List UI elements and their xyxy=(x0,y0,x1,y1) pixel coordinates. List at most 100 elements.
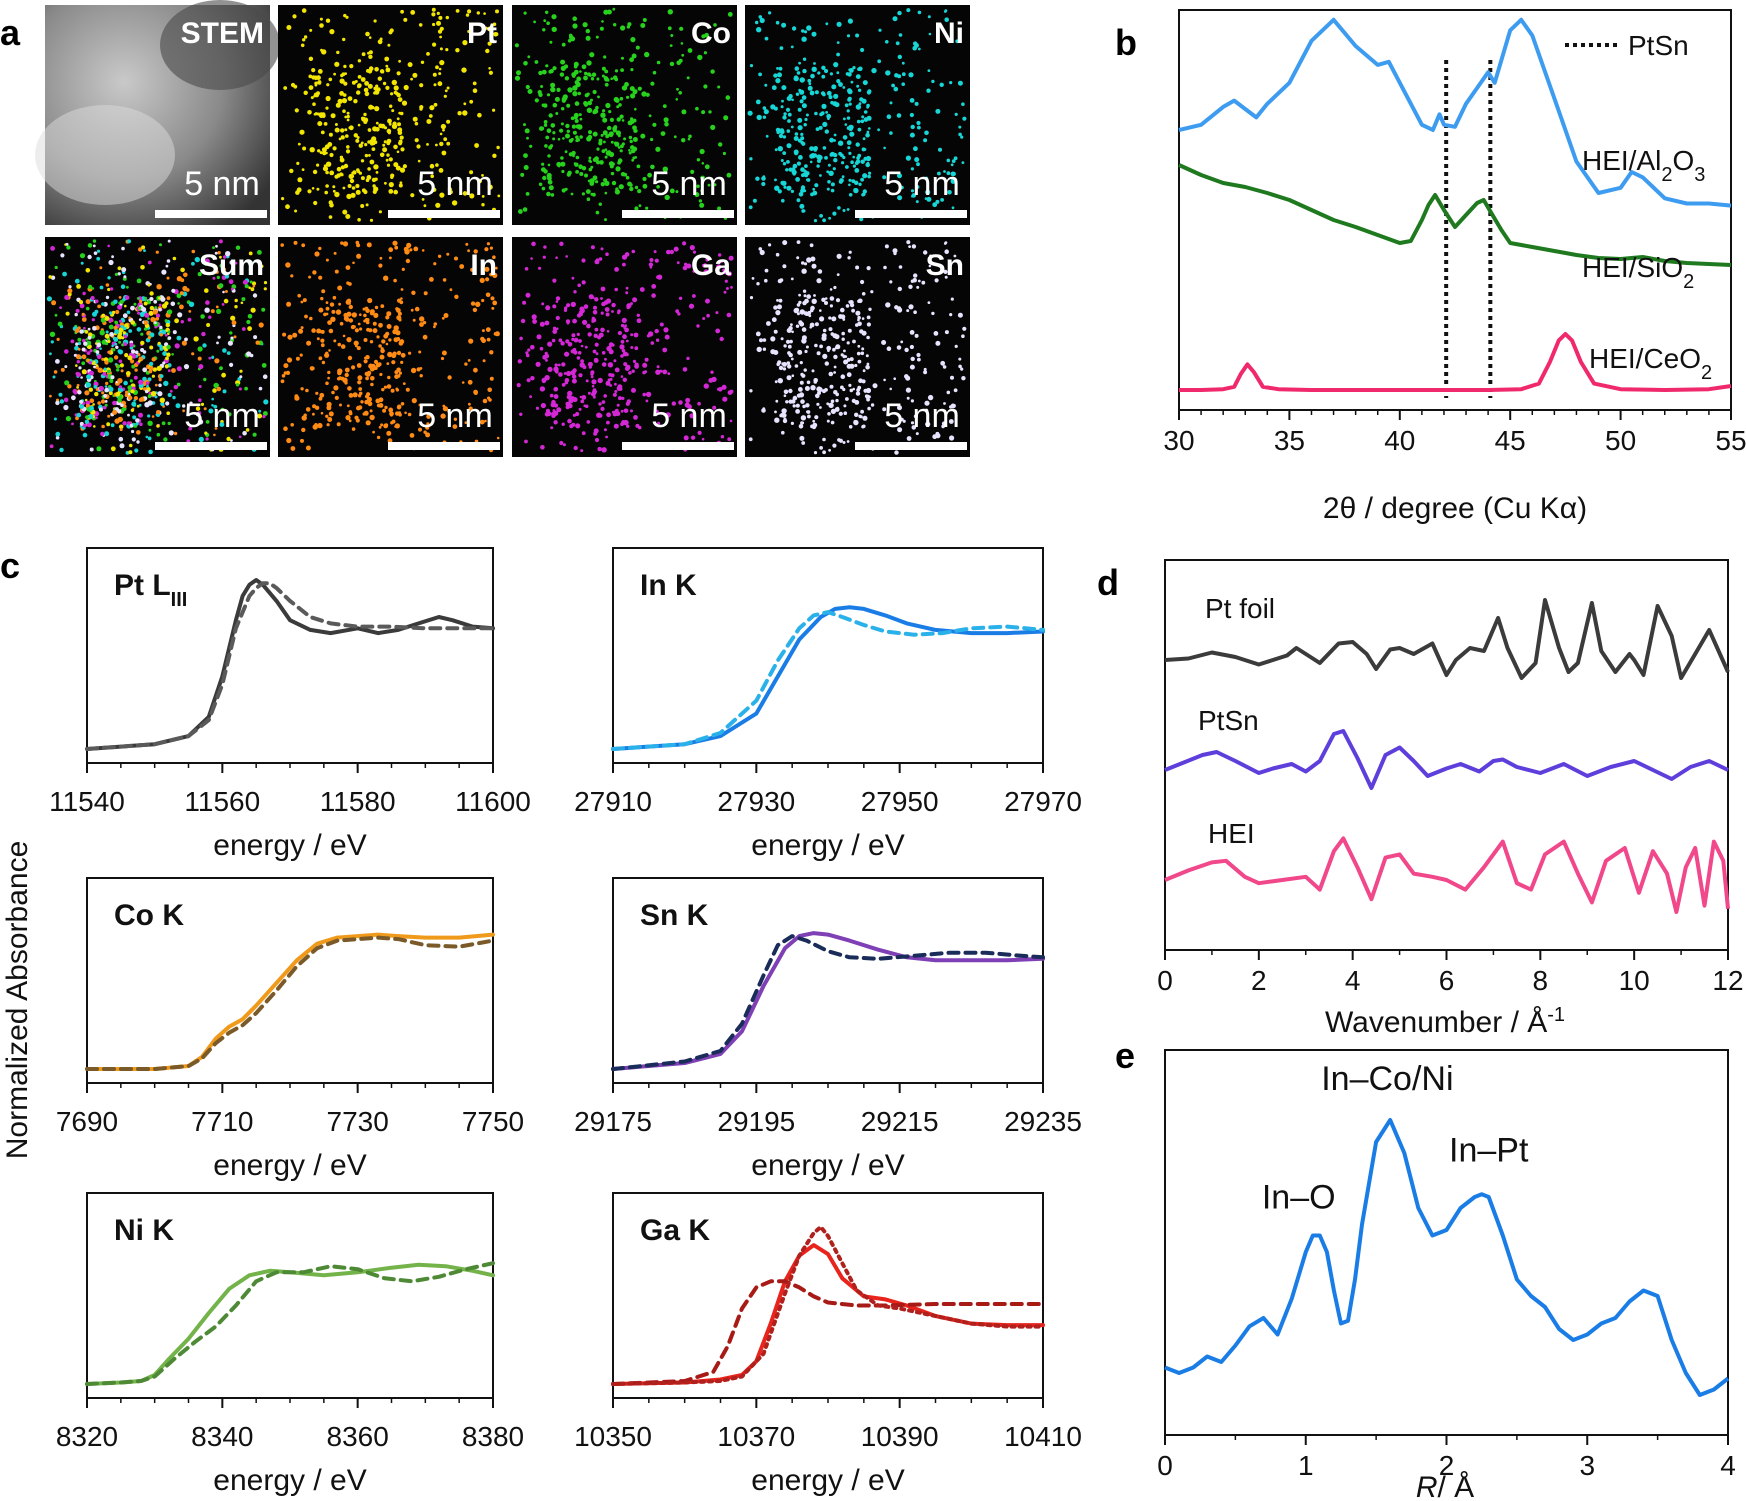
x-tick-label: 27910 xyxy=(574,786,652,817)
eds-map-ni: Ni 5 nm xyxy=(745,5,970,225)
exafs-k-x-axis-label: Wavenumber / Å-1 xyxy=(1325,1004,1565,1039)
x-tick-label: 11600 xyxy=(455,786,531,817)
x-tick-label: 2 xyxy=(1251,965,1267,996)
map-dots xyxy=(46,239,269,455)
xanes-x-axis-label: energy / eV xyxy=(213,829,366,862)
map-background xyxy=(45,237,270,457)
stem-bright-region xyxy=(35,105,175,205)
eds-map-ga: Ga 5 nm xyxy=(512,237,737,457)
x-tick-label: 7690 xyxy=(56,1106,118,1137)
x-tick-label: 27970 xyxy=(1004,786,1082,817)
x-tick-label: 8360 xyxy=(327,1421,389,1452)
xrd-series xyxy=(1178,17,1732,392)
map-dots xyxy=(748,240,967,455)
edge-label-main: Sn K xyxy=(640,899,709,932)
exafs-k-x-axis-label-main: Wavenumber / Å xyxy=(1325,1006,1547,1039)
xanes-chart-c-ni: 8320 8340 8360 8380 energy / eV Ni K xyxy=(56,1192,524,1497)
xanes-x-ticks: 10350 10370 10390 10410 xyxy=(574,1398,1082,1452)
exafs-r-x-ticks: 0 1 2 3 4 xyxy=(1157,1435,1736,1481)
series-label-hei-al2o3-sub1: 2 xyxy=(1661,164,1672,186)
x-tick-label: 7730 xyxy=(327,1106,389,1137)
xrd-series-line xyxy=(1178,17,1732,208)
x-tick-label: 29195 xyxy=(717,1106,795,1137)
scale-bar xyxy=(155,210,267,218)
map-label-sum: Sum xyxy=(199,249,264,282)
exafs-r-x-axis-label-r: R xyxy=(1416,1471,1438,1501)
xanes-chart-c-in: 27910 27930 27950 27970 energy / eV In K xyxy=(574,547,1082,862)
series-label-hei-sio2-main: HEI/SiO xyxy=(1582,252,1683,283)
scale-bar xyxy=(622,210,734,218)
xanes-series-dashed xyxy=(85,935,495,1071)
x-tick-label: 10350 xyxy=(574,1421,652,1452)
series-label-ptsn: PtSn xyxy=(1198,705,1259,736)
exafs-r-series-line xyxy=(1164,1118,1730,1397)
xanes-series-solid xyxy=(611,1243,1045,1386)
map-label-in: In xyxy=(470,249,497,282)
xanes-edge-label: Ga K xyxy=(640,1214,710,1247)
exafs-r-chart: 0 1 2 3 4 In–O In–Co/Ni In–Pt R/ Å xyxy=(1157,1049,1736,1501)
map-background xyxy=(745,5,970,225)
series-label-hei-al2o3-main: HEI/Al xyxy=(1582,145,1661,176)
series-label-hei-sio2: HEI/SiO2 xyxy=(1582,252,1694,293)
map-label-ni: Ni xyxy=(934,17,964,50)
exafs-k-series-line xyxy=(1164,729,1729,790)
xrd-series-line xyxy=(1179,332,1732,392)
xanes-edge-label: Co K xyxy=(114,899,184,932)
series-label-hei-al2o3-mid: O xyxy=(1672,145,1694,176)
exafs-k-x-axis-label-sup: -1 xyxy=(1547,1004,1565,1026)
panel-d-letter: d xyxy=(1097,562,1119,603)
xanes-series-dashed xyxy=(85,1261,495,1386)
series-label-hei-ceo2: HEI/CeO2 xyxy=(1589,343,1712,384)
xanes-series-dotted xyxy=(611,1225,1045,1386)
x-tick-label: 2 xyxy=(1439,1450,1455,1481)
xrd-x-axis-label: 2θ / degree (Cu Kα) xyxy=(1323,492,1587,525)
scale-bar-label: 5 nm xyxy=(651,397,727,435)
x-tick-label: 45 xyxy=(1495,425,1526,456)
panel-e-letter: e xyxy=(1115,1035,1135,1076)
xanes-series-solid xyxy=(85,932,495,1071)
series-label-hei-ceo2-sub: 2 xyxy=(1701,362,1712,384)
xanes-series-solid xyxy=(85,578,495,751)
series-label-hei-al2o3: HEI/Al2O3 xyxy=(1582,145,1705,186)
x-tick-label: 10370 xyxy=(717,1421,795,1452)
eds-map-pt: Pt 5 nm xyxy=(278,5,503,225)
map-label-co: Co xyxy=(691,17,731,50)
x-tick-label: 8380 xyxy=(462,1421,524,1452)
series-label-pt-foil: Pt foil xyxy=(1205,593,1275,624)
x-tick-label: 7710 xyxy=(191,1106,253,1137)
edge-label-sub: III xyxy=(171,589,188,611)
scale-bar-label: 5 nm xyxy=(184,397,260,435)
exafs-k-chart: 0 2 4 6 8 10 12 Pt foil PtSn HEI Wavenumber / … xyxy=(1157,559,1744,1039)
exafs-r-annotations: In–O In–Co/Ni In–Pt xyxy=(1262,1060,1529,1216)
xrd-plot-frame xyxy=(1178,9,1732,411)
map-dots xyxy=(747,8,967,223)
map-label-ga: Ga xyxy=(691,249,731,282)
edge-label-main: Pt L xyxy=(114,569,171,602)
xanes-series-solid xyxy=(85,1262,495,1386)
x-tick-label: 29215 xyxy=(861,1106,939,1137)
legend-label-ptsn: PtSn xyxy=(1628,30,1689,61)
series-label-hei-sio2-sub: 2 xyxy=(1683,271,1694,293)
scale-bar-label: 5 nm xyxy=(417,397,493,435)
eds-map-sum: Sum 5 nm xyxy=(45,237,270,457)
panel-b-letter: b xyxy=(1115,22,1137,63)
x-tick-label: 7750 xyxy=(462,1106,524,1137)
xanes-chart-c-sn: 29175 29195 29215 29235 energy / eV Sn K xyxy=(574,877,1082,1182)
x-tick-label: 8320 xyxy=(56,1421,118,1452)
xanes-series-dashed xyxy=(611,610,1045,751)
scale-bar xyxy=(388,442,500,450)
ptsn-reference-lines xyxy=(1444,60,1493,398)
series-label-hei: HEI xyxy=(1208,818,1255,849)
x-tick-label: 11580 xyxy=(320,786,396,817)
map-label-sn: Sn xyxy=(926,249,964,282)
map-dots xyxy=(281,7,501,222)
map-dots xyxy=(280,240,500,453)
x-tick-label: 27950 xyxy=(861,786,939,817)
exafs-r-plot-frame xyxy=(1164,1049,1729,1436)
panel-a-letter: a xyxy=(0,12,21,53)
x-tick-label: 3 xyxy=(1579,1450,1595,1481)
xanes-chart-c-ga: 10350 10370 10390 10410 energy / eV Ga K xyxy=(574,1192,1082,1497)
xrd-x-ticks: 30 35 40 45 50 55 xyxy=(1163,410,1746,456)
xanes-series-dashed xyxy=(85,581,495,751)
xanes-charts: 11540 11560 11580 11600 energy / eV Pt LIII 27… xyxy=(49,547,1082,1497)
